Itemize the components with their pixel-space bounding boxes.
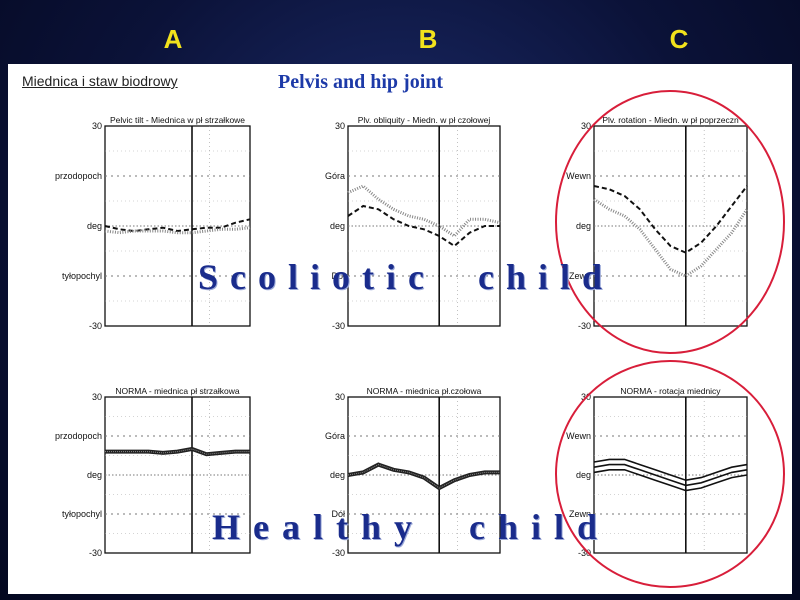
series-line-multi: [593, 458, 748, 482]
scoliotic-child-label: Scoliotic child: [198, 257, 614, 297]
y-tick-label: deg: [330, 221, 345, 231]
y-tick-label: tyłopochyl: [62, 271, 102, 281]
y-tick-label: Góra: [325, 431, 345, 441]
chart-title: Plv. rotation - Miedn. w pł poprzeczn: [602, 115, 739, 125]
y-tick-label: 30: [335, 392, 345, 402]
series-line-dotted: [593, 198, 749, 278]
series-line-dashed: [104, 218, 251, 233]
chart-scoliotic-a: Pelvic tilt - Miednica w pł strzałkowe 30…: [55, 115, 251, 331]
chart-scoliotic-b: Plv. obliquity - Miedn. w pł czołowej 30 G…: [325, 115, 501, 331]
highlight-circle-scoliotic: [555, 90, 785, 354]
y-tick-label: 30: [92, 392, 102, 402]
y-tick-label: Wewn: [566, 431, 591, 441]
highlight-circle-healthy: [555, 360, 785, 588]
chart-scoliotic-c: Plv. rotation - Miedn. w pł poprzeczn 30 W…: [566, 115, 749, 331]
chart-healthy-b: NORMA - miednica pł.czołowa 30 Góra deg Dół -…: [325, 386, 501, 558]
series-line-band-inner: [347, 464, 500, 489]
y-tick-label: deg: [576, 221, 591, 231]
y-tick-label: -30: [89, 548, 102, 558]
chart-healthy-a: NORMA - miednica pł strzałkowa 30 przodopo…: [55, 386, 251, 558]
english-title: Pelvis and hip joint: [278, 71, 444, 93]
y-tick-label: deg: [87, 221, 102, 231]
series-line-dashed: [593, 185, 748, 254]
y-tick-label: 30: [335, 121, 345, 131]
series-line-multi: [593, 463, 748, 487]
y-tick-label: -30: [578, 321, 591, 331]
y-tick-label: -30: [332, 321, 345, 331]
series-line-dashed: [347, 204, 500, 248]
column-label-b: B: [418, 24, 438, 54]
series-line-dotted: [347, 184, 501, 238]
y-tick-label: przodopoch: [55, 171, 102, 181]
y-tick-label: Góra: [325, 171, 345, 181]
y-tick-label: -30: [578, 548, 591, 558]
chart-title: Plv. obliquity - Miedn. w pł czołowej: [358, 115, 491, 125]
y-tick-label: -30: [332, 548, 345, 558]
column-label-c: C: [669, 24, 689, 54]
healthy-child-label: Healthy child: [212, 507, 611, 547]
chart-title: Pelvic tilt - Miednica w pł strzałkowe: [110, 115, 245, 125]
chart-title: NORMA - miednica pł.czołowa: [367, 386, 482, 396]
column-label-a: A: [163, 24, 183, 54]
y-tick-label: Zewn: [569, 271, 591, 281]
y-tick-label: Zewn: [569, 509, 591, 519]
series-line-dotted: [104, 226, 251, 235]
y-tick-label: Dół: [331, 271, 345, 281]
y-tick-label: tyłopochyl: [62, 509, 102, 519]
y-tick-label: Dół: [331, 509, 345, 519]
series-line-multi: [593, 469, 748, 492]
charts-svg: Pelvic tilt - Miednica w pł strzałkowe 30…: [55, 90, 785, 588]
y-tick-label: -30: [89, 321, 102, 331]
y-tick-label: 30: [581, 121, 591, 131]
chart-title: NORMA - miednica pł strzałkowa: [115, 386, 240, 396]
series-line-band-inner: [105, 448, 250, 455]
y-tick-label: deg: [87, 470, 102, 480]
y-tick-label: Wewn: [566, 171, 591, 181]
polish-title: Miednica i staw biodrowy: [22, 73, 178, 89]
figure-panel: Pelvic tilt - Miednica w pł strzałkowe 30…: [8, 64, 792, 594]
y-tick-label: deg: [330, 470, 345, 480]
y-tick-label: przodopoch: [55, 431, 102, 441]
chart-title: NORMA - rotacja miednicy: [620, 386, 721, 396]
y-tick-label: deg: [576, 470, 591, 480]
y-tick-label: 30: [92, 121, 102, 131]
